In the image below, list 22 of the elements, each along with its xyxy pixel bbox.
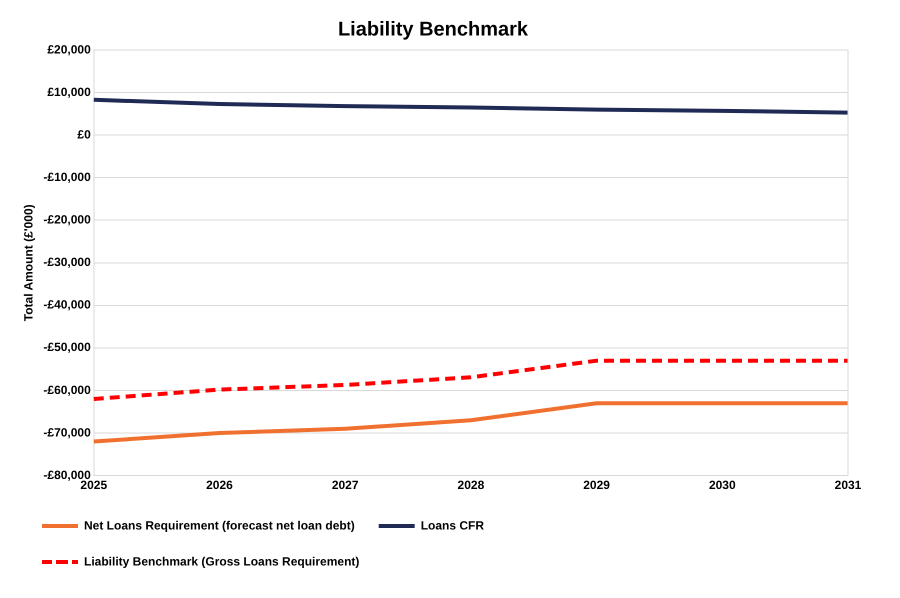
x-tick-label: 2029 (583, 478, 610, 492)
x-tick-label: 2027 (332, 478, 359, 492)
legend-label: Loans CFR (420, 518, 484, 532)
x-tick-label: 2030 (708, 478, 736, 492)
y-tick-label: £20,000 (47, 42, 92, 56)
y-tick-label: -£50,000 (43, 340, 92, 354)
legend-label: Liability Benchmark (Gross Loans Requirement) (84, 554, 360, 568)
y-tick-label: -£30,000 (43, 255, 92, 270)
legend-label: Net Loans Requirement (forecast net loan debt) (84, 518, 355, 532)
y-tick-label: -£60,000 (43, 382, 92, 397)
x-tick-label: 2026 (206, 478, 234, 492)
line-series (92, 358, 850, 401)
chart-title: Liability Benchmark (338, 18, 529, 41)
y-tick-label: £0 (77, 127, 92, 142)
y-axis-title: Total Amount (£'000) (22, 204, 36, 322)
y-tick-label: -£10,000 (43, 170, 92, 184)
y-tick-label: -£70,000 (43, 425, 92, 440)
x-tick-label: 2031 (834, 478, 862, 492)
y-tick-label: £10,000 (47, 84, 92, 99)
y-tick-label: -£20,000 (43, 212, 92, 227)
x-tick-label: 2028 (458, 478, 485, 492)
y-tick-label: -£40,000 (43, 298, 92, 312)
